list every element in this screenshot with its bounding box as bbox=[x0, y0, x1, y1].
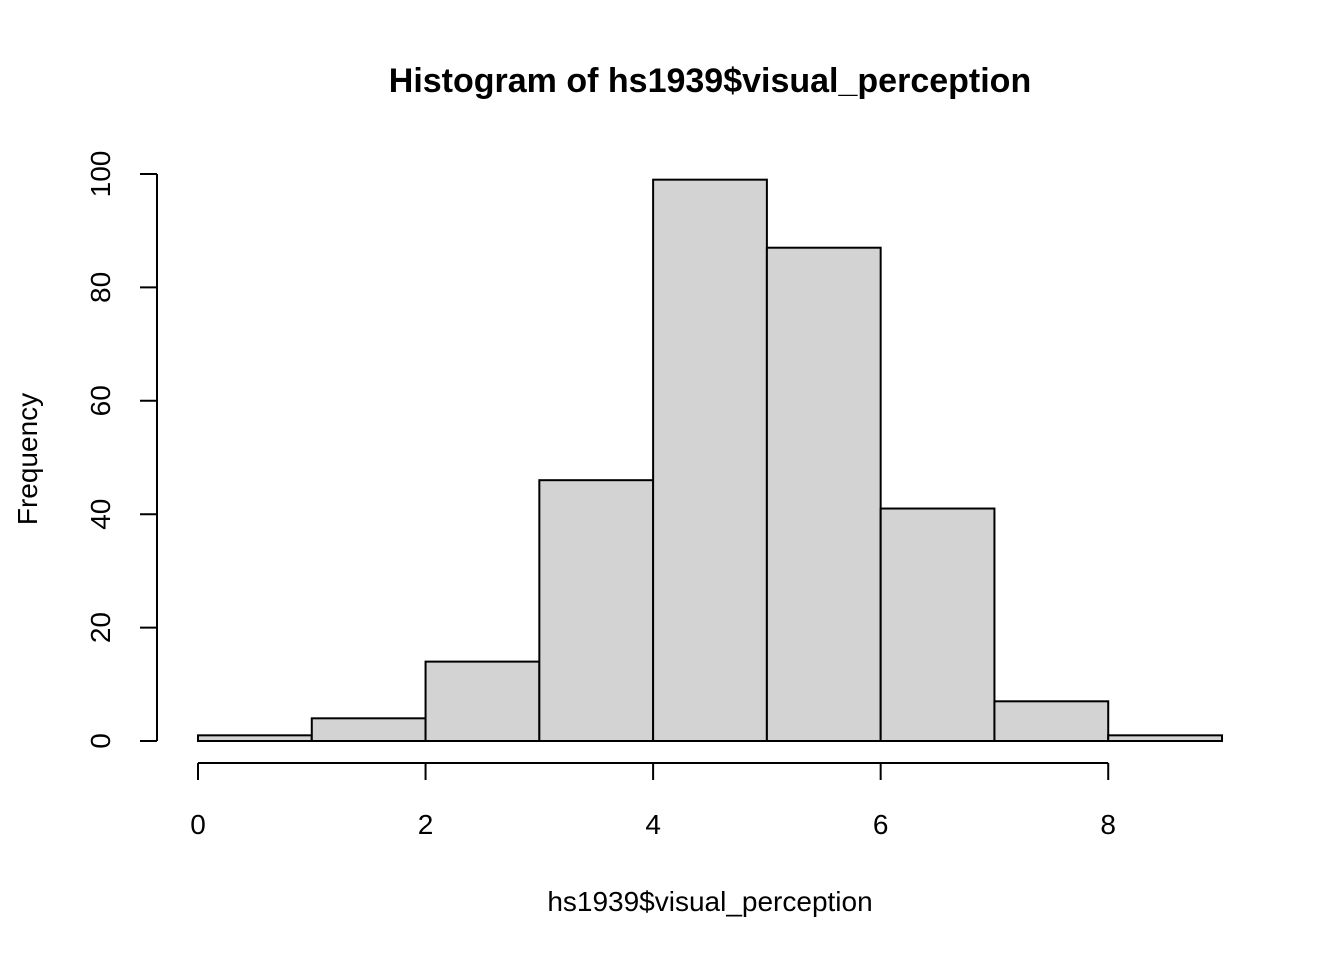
y-tick-label-4: 80 bbox=[85, 272, 116, 303]
y-axis: 0 20 40 60 80 100 bbox=[85, 151, 158, 749]
x-tick-label-0: 0 bbox=[190, 809, 206, 840]
x-axis-label: hs1939$visual_perception bbox=[547, 886, 872, 917]
histogram-bar-4 bbox=[652, 178, 768, 743]
chart-title: Histogram of hs1939$visual_perception bbox=[389, 62, 1031, 100]
x-tick-label-1: 2 bbox=[418, 809, 434, 840]
y-tick-label-1: 20 bbox=[85, 612, 116, 643]
histogram-bar-5 bbox=[765, 246, 882, 743]
x-tick-label-2: 4 bbox=[645, 809, 661, 840]
histogram-bar-6 bbox=[879, 507, 996, 742]
histogram-bar-7 bbox=[993, 700, 1110, 742]
y-tick-label-5: 100 bbox=[85, 151, 116, 198]
x-tick-label-4: 8 bbox=[1100, 809, 1116, 840]
y-tick-label-2: 40 bbox=[85, 499, 116, 530]
y-axis-label: Frequency bbox=[12, 393, 43, 525]
histogram-bar-2 bbox=[424, 660, 541, 742]
y-tick-label-3: 60 bbox=[85, 385, 116, 416]
x-axis: 0 2 4 6 8 bbox=[190, 762, 1116, 840]
histogram-bar-3 bbox=[538, 479, 655, 742]
bars-group bbox=[197, 178, 1223, 743]
histogram-bar-1 bbox=[310, 717, 427, 743]
y-tick-label-0: 0 bbox=[85, 733, 116, 749]
histogram-bar-0 bbox=[197, 734, 313, 743]
x-tick-label-3: 6 bbox=[873, 809, 889, 840]
histogram-bar-8 bbox=[1107, 734, 1223, 743]
